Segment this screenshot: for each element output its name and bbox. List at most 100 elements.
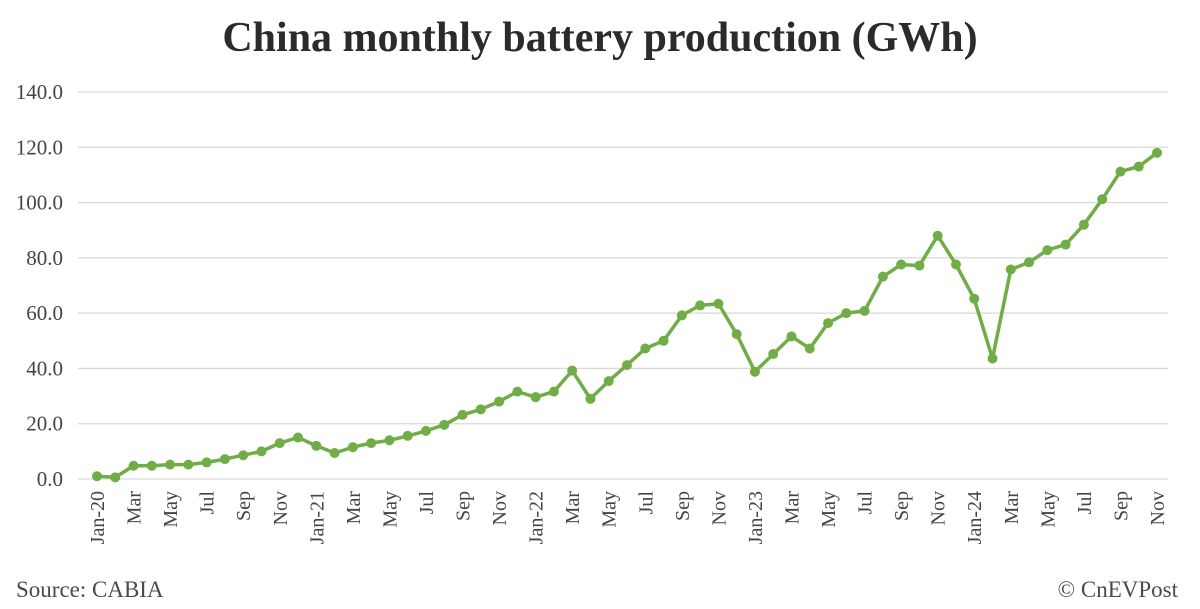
data-point [402, 430, 413, 441]
x-tick-label: Nov [489, 491, 511, 525]
x-tick-label: Jan-20 [87, 491, 109, 544]
data-point [969, 293, 980, 304]
y-tick-label: 0.0 [37, 467, 63, 491]
x-tick-label: Nov [270, 491, 292, 525]
data-point [183, 459, 194, 470]
data-point [1042, 245, 1053, 256]
x-tick-label: Mar [124, 491, 146, 525]
data-point [1078, 219, 1089, 230]
x-tick-label: Jan-22 [526, 491, 548, 544]
data-point [384, 435, 395, 446]
source-note: Source: CABIA [16, 577, 164, 602]
data-point [494, 396, 505, 407]
x-tick-label: Jul [416, 491, 438, 515]
data-point [695, 300, 706, 311]
chart-title: China monthly battery production (GWh) [222, 15, 978, 61]
data-point [841, 308, 852, 319]
x-tick-label: Sep [1110, 491, 1132, 521]
x-axis-tick-labels: Jan-20 Mar May Jul Sep Nov Jan-21 Mar May Jul Sep N… [87, 491, 1169, 545]
y-tick-label: 100.0 [16, 191, 63, 215]
data-point [1024, 257, 1035, 268]
gridlines [78, 91, 1168, 480]
data-point [585, 393, 596, 404]
data-point [914, 260, 925, 271]
data-point [219, 454, 230, 465]
data-point [1060, 239, 1071, 250]
data-point [804, 343, 815, 354]
y-tick-label: 40.0 [26, 356, 63, 380]
data-point [622, 360, 632, 371]
x-tick-label: Nov [1147, 491, 1169, 525]
x-tick-label: May [160, 491, 182, 528]
data-point [329, 448, 340, 459]
data-point [859, 305, 870, 316]
y-axis-tick-labels: 0.0 20.0 40.0 60.0 80.0 100.0 120.0 140.0 [16, 80, 63, 491]
x-tick-label: Sep [233, 491, 255, 521]
data-point [165, 459, 176, 470]
y-tick-label: 80.0 [26, 246, 63, 270]
x-tick-label: Nov [928, 491, 950, 525]
series-production [96, 151, 1159, 480]
data-point [713, 298, 724, 309]
data-point [768, 349, 779, 360]
x-tick-label: Jan-24 [964, 491, 986, 544]
x-tick-label: Sep [672, 491, 694, 521]
data-point [347, 442, 358, 453]
x-tick-label: Sep [891, 491, 913, 521]
data-point [567, 365, 578, 376]
x-tick-label: Jan-21 [306, 491, 328, 544]
data-point [366, 438, 377, 449]
data-point [676, 310, 687, 321]
data-point [1005, 264, 1016, 275]
data-point [530, 392, 541, 403]
x-tick-label: Jul [635, 491, 657, 515]
data-point [932, 230, 943, 241]
data-point [274, 438, 285, 449]
data-point [201, 457, 212, 468]
data-point [731, 329, 742, 340]
x-tick-label: Jan-23 [745, 491, 767, 544]
x-tick-label: Nov [708, 491, 730, 525]
data-point [1133, 161, 1144, 172]
x-tick-label: Mar [562, 491, 584, 525]
x-tick-label: Mar [781, 491, 803, 525]
data-point [128, 460, 139, 471]
data-point [238, 450, 249, 461]
data-point [92, 471, 102, 482]
data-point [987, 353, 998, 364]
data-point [786, 331, 797, 342]
data-point [877, 271, 888, 282]
data-point [896, 259, 907, 270]
data-point [293, 432, 304, 443]
x-tick-label: May [379, 491, 401, 528]
y-tick-label: 60.0 [26, 301, 63, 325]
series-line [96, 151, 1159, 480]
data-point [548, 386, 559, 397]
data-point [950, 259, 961, 270]
data-point [640, 343, 651, 354]
x-tick-label: Sep [453, 491, 475, 521]
data-point [658, 335, 669, 346]
data-point [475, 404, 486, 415]
x-tick-label: Jul [197, 491, 219, 515]
x-tick-label: May [599, 491, 621, 528]
data-point [1152, 147, 1162, 158]
x-tick-label: Jul [1074, 491, 1096, 515]
x-tick-label: Jul [855, 491, 877, 515]
data-point [749, 366, 760, 377]
x-tick-label: May [818, 491, 840, 528]
data-point [457, 409, 468, 420]
data-point [512, 386, 523, 397]
data-point [110, 472, 121, 483]
credit-note: © CnEVPost [1057, 577, 1178, 602]
series-markers [92, 147, 1162, 483]
x-tick-label: Mar [1001, 491, 1023, 525]
x-tick-label: May [1037, 491, 1059, 528]
data-point [1115, 166, 1126, 177]
data-point [420, 425, 431, 436]
x-tick-label: Mar [343, 491, 365, 525]
data-point [311, 440, 322, 451]
data-point [1097, 194, 1108, 205]
data-point [823, 318, 834, 329]
